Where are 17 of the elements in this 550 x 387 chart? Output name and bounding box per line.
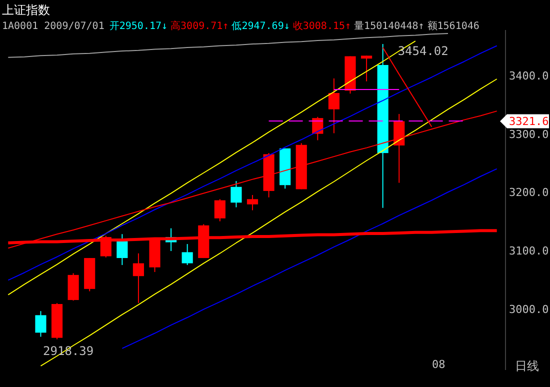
y-tick-label: 3200.0 bbox=[509, 186, 549, 200]
annotation: 08 bbox=[432, 358, 446, 371]
annotation: 量150140448↑ bbox=[354, 21, 424, 32]
y-tick-label: 3100.0 bbox=[509, 244, 549, 258]
annotation: 低2947.69↓ bbox=[232, 21, 290, 32]
y-tick-label: 3400.0 bbox=[509, 69, 549, 82]
annotation: 收3008.15↑ bbox=[292, 21, 352, 32]
annotation: 额1561046 bbox=[427, 20, 480, 32]
annotation: 3454.02 bbox=[398, 44, 448, 58]
text: 3321.6 bbox=[509, 115, 549, 128]
y-tick-label: 3300.0 bbox=[509, 128, 549, 141]
annotation: 开2950.17↓ bbox=[109, 21, 168, 32]
text: 日线 bbox=[515, 359, 539, 373]
chart-title: 上证指数 bbox=[2, 3, 50, 17]
chart-subtitle: 1A0001 2009/07/01 bbox=[2, 21, 104, 32]
y-tick-label: 3000.0 bbox=[509, 302, 549, 316]
annotation: 高3009.71↑ bbox=[170, 20, 229, 32]
